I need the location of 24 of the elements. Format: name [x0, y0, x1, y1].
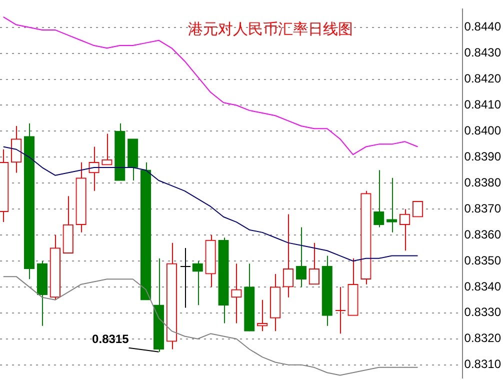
y-tick-label: 0.8410	[464, 98, 502, 112]
candlestick	[180, 248, 191, 308]
y-tick-label: 0.8320	[464, 331, 502, 346]
candlestick	[282, 214, 294, 298]
y-tick-label: 0.8310	[464, 357, 502, 372]
y-tick-label: 0.8380	[464, 175, 502, 190]
y-tick-label: 0.8370	[464, 201, 502, 216]
y-tick-label: 0.8400	[464, 124, 502, 138]
text: 港元对人民币汇率日线图	[188, 21, 353, 38]
y-tick-label: 0.8330	[464, 305, 502, 320]
y-tick-label: 0.8390	[464, 149, 502, 164]
y-tick-label: 0.8340	[464, 279, 502, 294]
candlestick	[386, 177, 398, 233]
y-tick-label: 0.8430	[464, 46, 502, 60]
y-tick-label: 0.8350	[464, 253, 502, 268]
candlestick	[10, 126, 22, 174]
candlestick	[102, 133, 112, 166]
candlestick	[231, 263, 242, 324]
candlestick	[335, 286, 346, 334]
y-tick-label: 0.8420	[464, 72, 502, 86]
y-tick-label: 0.8360	[464, 227, 502, 242]
candlestick	[192, 260, 203, 306]
y-tick-label: 0.8440	[464, 20, 502, 34]
annotation: 0.8315	[92, 332, 130, 346]
